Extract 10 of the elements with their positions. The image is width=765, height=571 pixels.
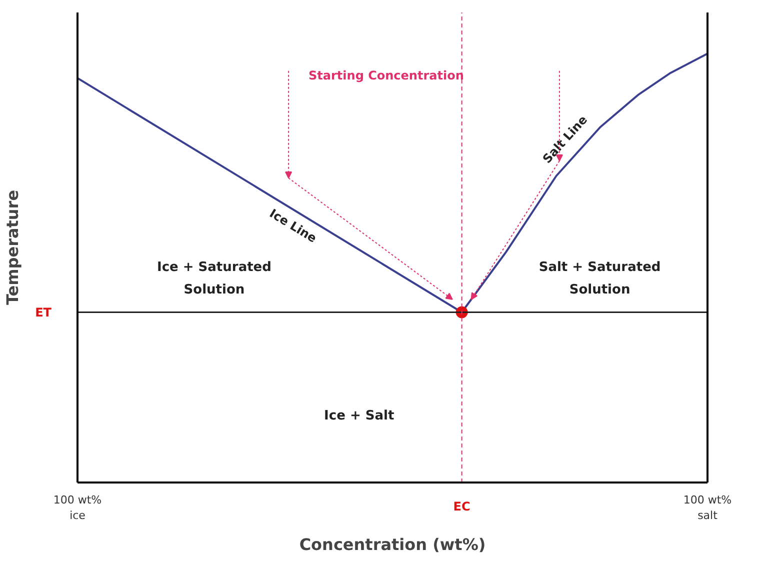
ref-line-label: ET <box>35 305 52 320</box>
x-tick-label: EC <box>453 500 470 514</box>
x-tick-label: 100 wt% ice <box>53 494 102 522</box>
y-axis-title: Temperature <box>3 190 22 306</box>
annotation: Ice + Saturated Solution <box>156 260 272 298</box>
x-axis-title: Concentration (wt%) <box>299 535 486 554</box>
annotation: Starting Concentration <box>308 68 464 82</box>
x-tick-label: 100 wt% salt <box>683 494 732 522</box>
annotation: Salt + Saturated Solution <box>538 260 661 298</box>
annotation: Ice + Salt <box>324 408 394 424</box>
